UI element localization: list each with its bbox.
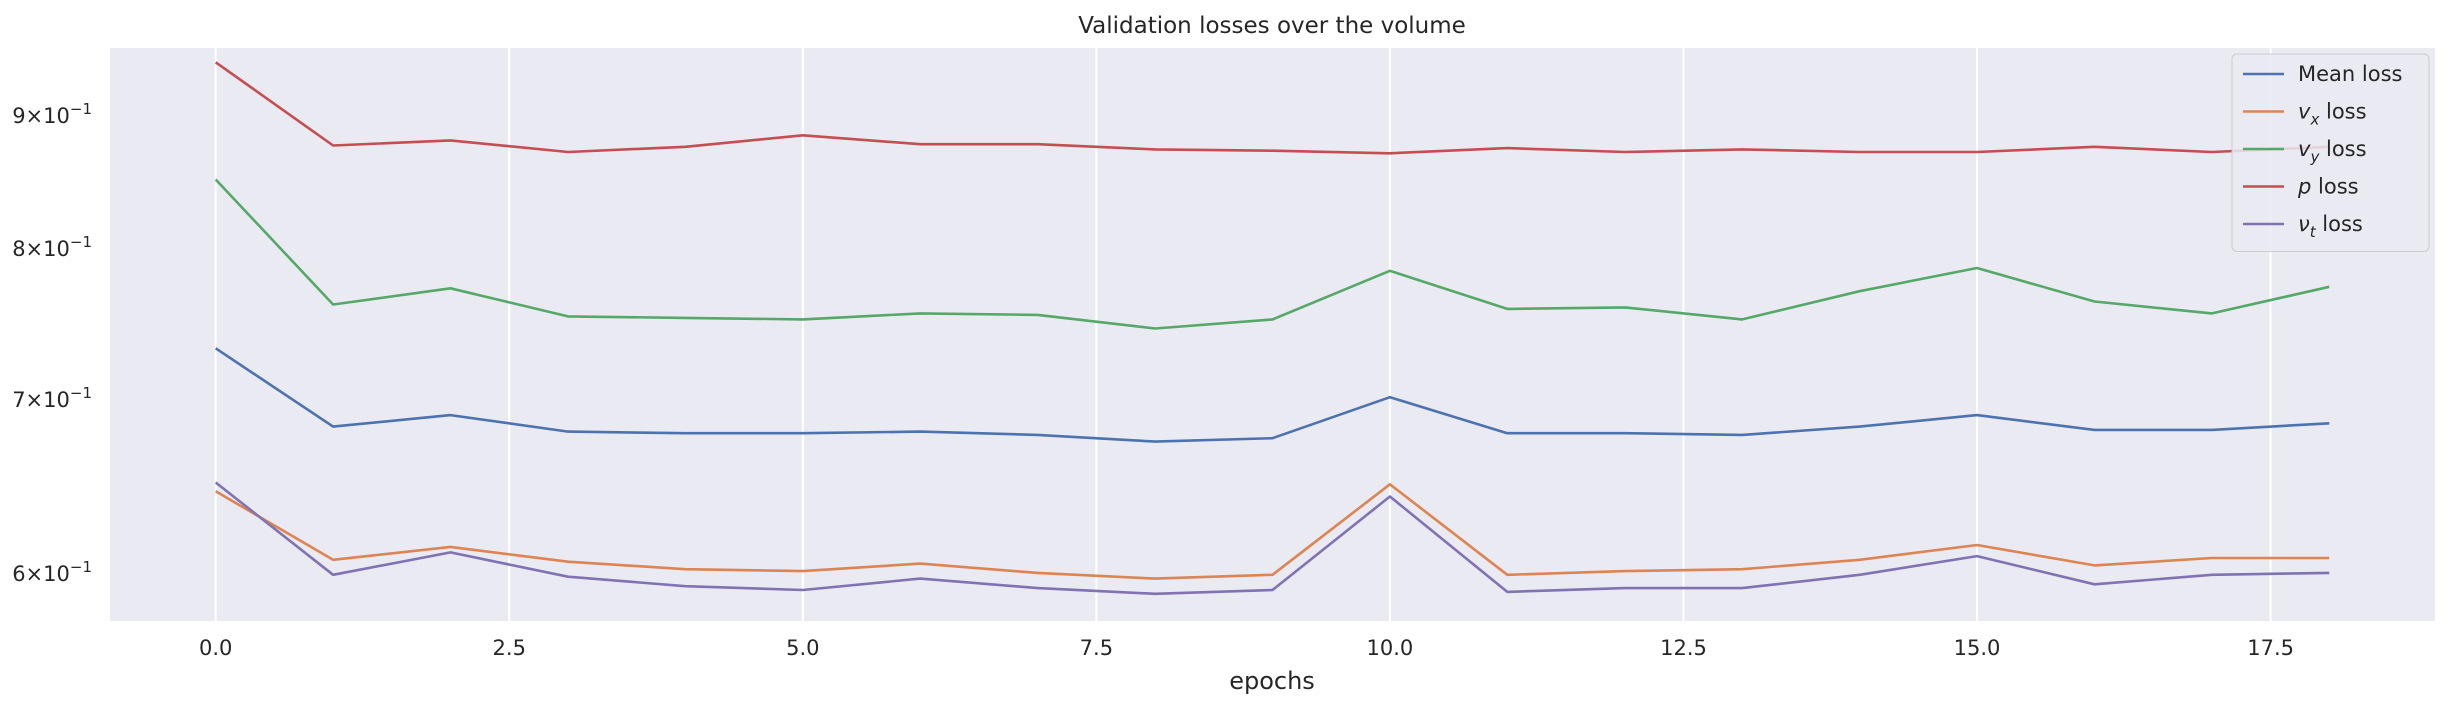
gridlines [214,48,2272,621]
x-tick-label: 17.5 [2247,636,2294,660]
legend-label: νt loss [2298,212,2363,241]
legend-label: vy loss [2298,137,2367,166]
plot-area [110,48,2435,621]
series-line [215,482,2330,580]
x-tick-label: 0.0 [199,636,232,660]
legend-label: vx loss [2298,100,2367,129]
y-tick-label: 7×10−1 [12,384,92,412]
legend-label: p loss [2297,175,2359,199]
series-line [214,178,2330,330]
legend-box [2231,53,2430,252]
y-tick-label: 6×10−1 [12,558,92,586]
chart-title: Validation losses over the volume [1078,13,1466,39]
series-line [214,61,2330,155]
x-axis-label: epochs [1229,667,1315,695]
legend: Mean loss vx loss vy loss p loss νt loss [2231,53,2430,252]
x-tick-label: 7.5 [1080,636,1113,660]
x-tick-label: 2.5 [493,636,526,660]
series-layer [214,61,2330,596]
x-tick-label: 10.0 [1367,636,1414,660]
series-line [214,347,2330,443]
y-tick-label: 8×10−1 [12,233,92,261]
x-tick-labels: 0.0 2.5 5.0 7.5 10.0 12.5 15.0 17.5 [199,636,2294,660]
x-tick-label: 12.5 [1660,636,1707,660]
y-tick-labels: 9×10−1 8×10−1 7×10−1 6×10−1 [12,100,92,586]
y-tick-label: 9×10−1 [12,100,92,128]
legend-label: Mean loss [2298,62,2402,86]
x-tick-label: 5.0 [786,636,819,660]
x-tick-label: 15.0 [1954,636,2001,660]
series-line [214,481,2330,596]
